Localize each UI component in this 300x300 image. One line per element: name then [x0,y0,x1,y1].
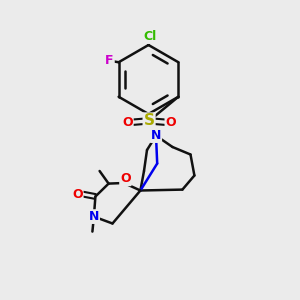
Text: F: F [105,54,114,67]
Text: N: N [89,210,99,223]
Text: Cl: Cl [143,30,157,43]
Text: O: O [122,116,133,129]
Text: O: O [165,116,176,129]
Text: O: O [72,188,83,201]
Text: O: O [120,172,131,185]
Text: N: N [151,129,161,142]
Text: S: S [144,113,154,128]
